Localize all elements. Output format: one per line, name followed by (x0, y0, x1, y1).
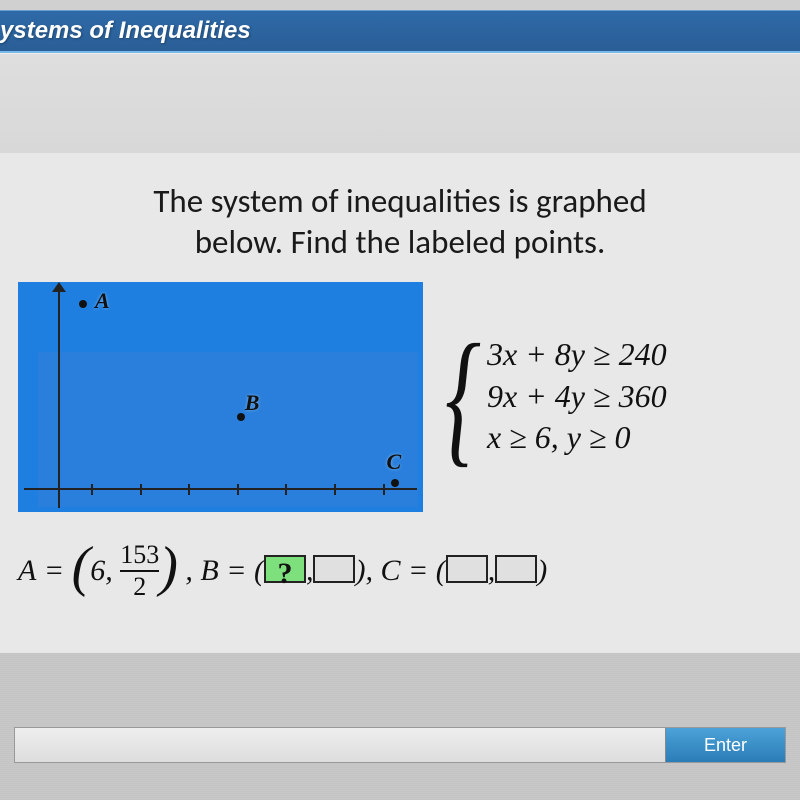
answer-c-y-input[interactable] (495, 555, 537, 583)
x-tick (91, 484, 93, 495)
x-tick (334, 484, 336, 495)
enter-button[interactable]: Enter (665, 728, 785, 762)
system-line-3: x ≥ 6, y ≥ 0 (487, 417, 667, 459)
question-line-1: The system of inequalities is graphed (153, 181, 646, 221)
answer-b-y-input[interactable] (313, 555, 355, 583)
x-tick (383, 484, 385, 495)
comma: , (306, 554, 314, 588)
system-brace-icon: { (445, 337, 481, 457)
answer-c-label: C (380, 554, 400, 588)
header-spacer (0, 53, 800, 153)
close-paren: ), (355, 554, 380, 588)
graph-label-b: B (245, 390, 260, 416)
answer-a-x: 6 (90, 554, 105, 588)
x-tick (285, 484, 287, 495)
close-paren: ) (537, 554, 547, 588)
answer-c-x-input[interactable] (446, 555, 488, 583)
x-tick (140, 484, 142, 495)
x-tick (237, 484, 239, 495)
system-line-1: 3x + 8y ≥ 240 (487, 334, 667, 376)
graph-point-a (79, 300, 87, 308)
lesson-title-text: ystems of Inequalities (0, 17, 251, 44)
y-axis-arrow-icon (52, 282, 66, 292)
frac-denominator: 2 (133, 574, 146, 600)
answer-a-fraction: 153 2 (120, 542, 159, 600)
x-tick (188, 484, 190, 495)
placeholder-question-mark: ? (266, 562, 304, 586)
graph-label-c: C (387, 449, 402, 475)
equals-sign: = ( (400, 554, 445, 588)
comma: , (488, 554, 496, 588)
separator-comma: , (178, 554, 201, 588)
graph-point-c (391, 479, 399, 487)
enter-button-label: Enter (704, 735, 747, 756)
answer-b-label: B (200, 554, 218, 588)
comma: , (105, 554, 120, 588)
frac-numerator: 153 (120, 542, 159, 568)
system-line-2: 9x + 4y ≥ 360 (487, 376, 667, 418)
inequality-graph: A B C (18, 282, 423, 512)
answer-submit-bar: Enter (14, 727, 786, 763)
question-line-2: below. Find the labeled points. (195, 222, 606, 262)
graph-overlay-shade (38, 352, 418, 507)
equals-sign: = (36, 554, 71, 588)
window-top-strip (0, 0, 800, 10)
graph-and-system-row: A B C { 3x + 8y ≥ 240 9x + 4y ≥ 360 x ≥ … (18, 282, 782, 512)
system-lines: 3x + 8y ≥ 240 9x + 4y ≥ 360 x ≥ 6, y ≥ 0 (487, 334, 667, 459)
question-text: The system of inequalities is graphed be… (18, 181, 782, 264)
answer-equation-row: A = ( 6 , 153 2 ) , B = ( ? , ), C = ( ,… (18, 542, 782, 600)
graph-y-axis (58, 290, 60, 508)
graph-label-a: A (95, 288, 110, 314)
problem-panel: The system of inequalities is graphed be… (0, 153, 800, 653)
answer-text-input[interactable] (15, 728, 665, 762)
equals-sign: = ( (219, 554, 264, 588)
answer-b-x-input[interactable]: ? (264, 555, 306, 583)
answer-a-label: A (18, 554, 36, 588)
inequality-system: { 3x + 8y ≥ 240 9x + 4y ≥ 360 x ≥ 6, y ≥… (433, 334, 667, 459)
lesson-title-bar: ystems of Inequalities (0, 10, 800, 53)
answer-a-value: ( 6 , 153 2 ) (72, 542, 178, 600)
graph-x-axis (24, 488, 417, 490)
graph-point-b (237, 413, 245, 421)
